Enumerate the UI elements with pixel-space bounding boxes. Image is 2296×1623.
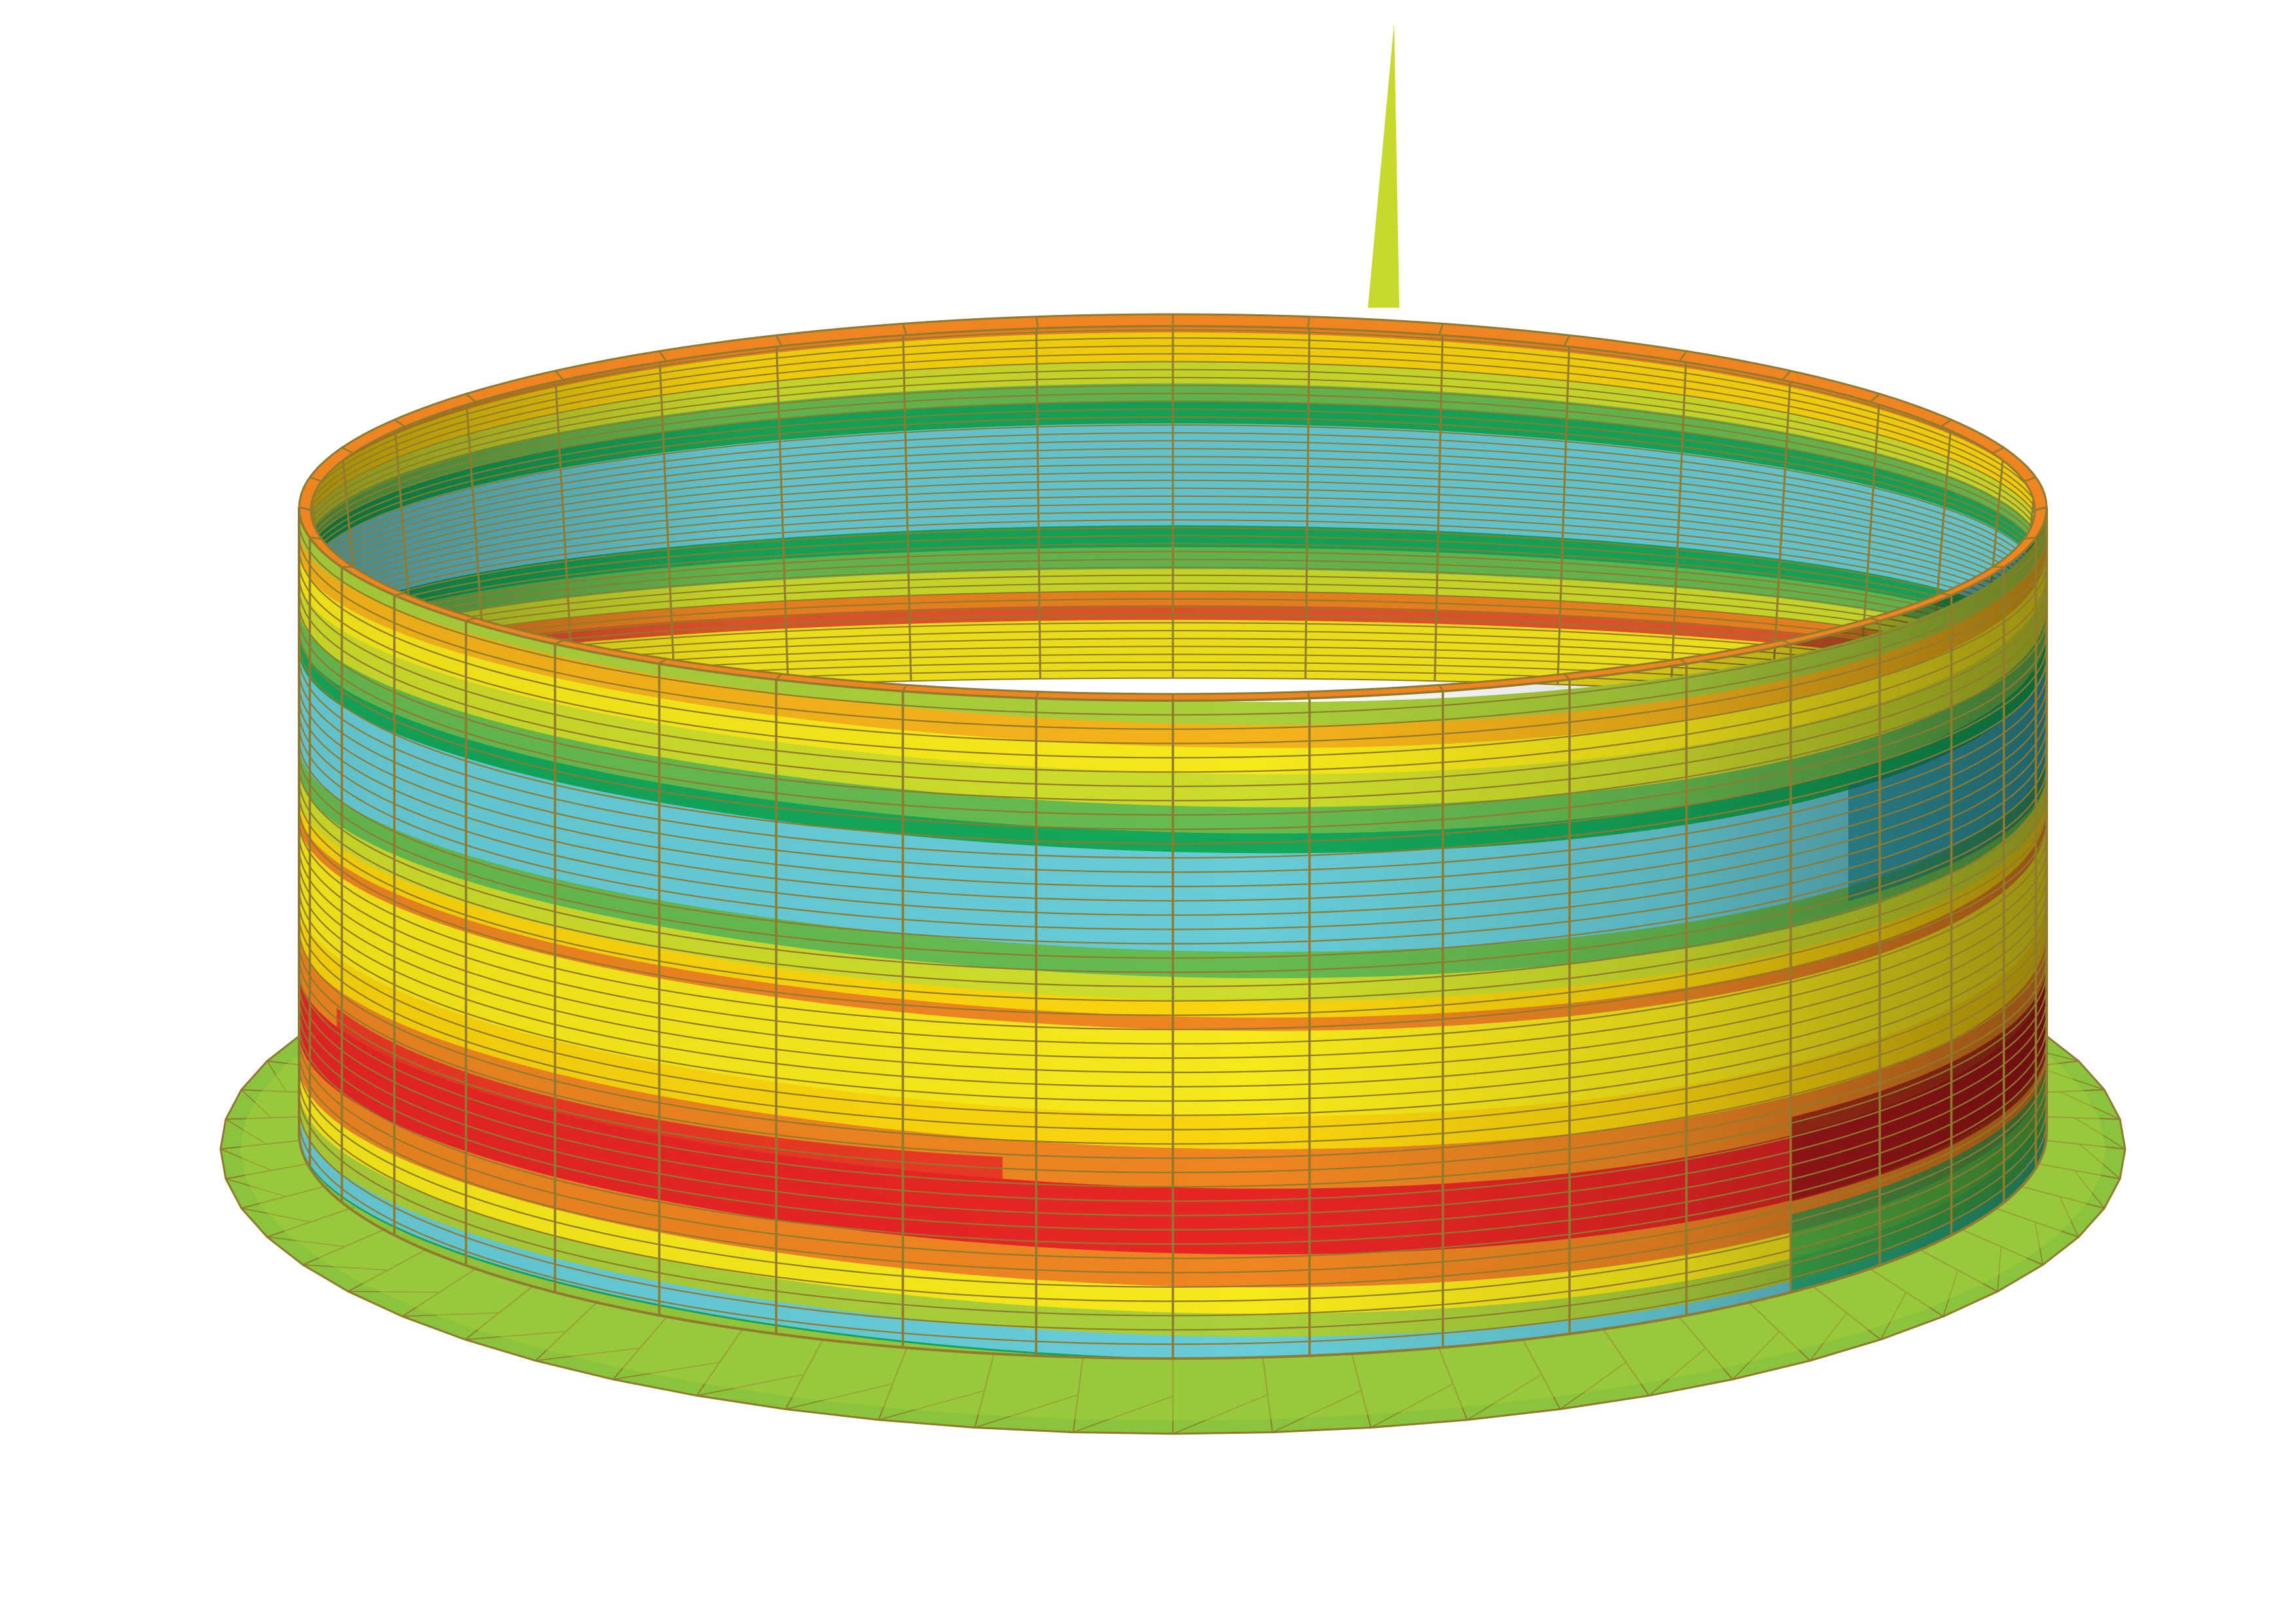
rim-mesh-tick xyxy=(1438,684,1444,692)
rim-mesh-tick xyxy=(1438,323,1444,336)
rim-mesh-tick xyxy=(310,536,322,540)
base-mesh-diagonal xyxy=(1467,1374,1542,1421)
base-mesh-radial xyxy=(2015,1184,2105,1209)
rim-mesh-tick xyxy=(658,658,667,665)
base-mesh-diagonal xyxy=(785,1383,893,1410)
rim-mesh-tick xyxy=(554,370,564,381)
spike-shape xyxy=(1368,23,1399,308)
base-mesh-diagonal xyxy=(613,1362,720,1380)
inner-mesh-vertical xyxy=(901,323,912,682)
rim-mesh-tick xyxy=(465,393,476,403)
base-mesh-diagonal xyxy=(302,1264,388,1271)
base-mesh-diagonal xyxy=(2074,1117,2126,1150)
rim-mesh-tick xyxy=(394,593,405,596)
base-mesh-radial xyxy=(535,1302,598,1361)
base-mesh-diagonal xyxy=(975,1394,1079,1429)
rim-mesh-tick xyxy=(465,617,476,622)
base-mesh-diagonal xyxy=(225,1178,287,1197)
inner-mesh-vertical xyxy=(1556,335,1571,685)
inner-mesh-vertical xyxy=(1433,323,1444,682)
base-mesh-diagonal xyxy=(1997,1247,2002,1292)
rim-mesh-tick xyxy=(1869,393,1880,403)
base-mesh-diagonal xyxy=(402,1312,499,1317)
rim-mesh-tick xyxy=(554,639,564,645)
rim-mesh-tick xyxy=(1782,639,1791,645)
base-mesh-diagonal xyxy=(465,1330,567,1340)
rim-mesh-tick xyxy=(1992,447,2005,454)
inner-mesh-vertical xyxy=(1304,316,1311,679)
rim-mesh-tick xyxy=(2034,506,2047,511)
base-mesh-diagonal xyxy=(241,1207,311,1223)
base-mesh-diagonal xyxy=(696,1374,804,1396)
base-mesh-diagonal xyxy=(1732,1331,1780,1380)
rim-mesh-tick xyxy=(775,335,783,347)
inner-mesh-vertical xyxy=(1670,351,1688,689)
rim-mesh-tick xyxy=(393,419,406,428)
base-mesh-diagonal xyxy=(266,1061,287,1092)
inner-mesh-vertical xyxy=(775,335,789,685)
rim-mesh-tick xyxy=(1035,691,1039,699)
base-mesh-diagonal xyxy=(1371,1383,1454,1429)
rim-mesh-tick xyxy=(1940,419,1952,428)
base-mesh-diagonal xyxy=(1880,1292,1907,1340)
tank-top-rim xyxy=(298,313,2048,702)
base-mesh-diagonal xyxy=(225,1118,267,1145)
tank-outer-wall xyxy=(298,507,2048,1360)
base-mesh-diagonal xyxy=(2059,1091,2121,1120)
base-mesh-diagonal xyxy=(2073,1170,2105,1209)
rim-mesh-tick xyxy=(776,673,782,680)
rim-mesh-tick xyxy=(310,476,322,483)
rim-mesh-tick xyxy=(2024,536,2036,540)
load-spike-marker xyxy=(1368,23,1399,308)
base-mesh-diagonal xyxy=(1073,1395,1174,1433)
base-mesh-diagonal xyxy=(1172,1394,1268,1434)
base-mesh-diagonal xyxy=(2079,1143,2121,1180)
rim-mesh-tick xyxy=(902,323,908,336)
rim-mesh-tick xyxy=(658,350,667,362)
rim-mesh-tick xyxy=(298,506,312,511)
rim-mesh-tick xyxy=(341,447,354,454)
inner-mesh-vertical xyxy=(658,351,676,689)
rim-mesh-tick xyxy=(902,684,908,692)
base-mesh-diagonal xyxy=(535,1347,641,1362)
base-mesh-diagonal xyxy=(878,1390,985,1421)
inner-mesh-vertical xyxy=(1035,316,1041,679)
rim-mesh-tick xyxy=(1306,691,1311,699)
rim-mesh-tick xyxy=(1941,593,1952,596)
base-mesh-diagonal xyxy=(1272,1390,1362,1433)
base-mesh-diagonal xyxy=(241,1089,272,1118)
base-mesh-diagonal xyxy=(2034,1222,2043,1266)
base-mesh-diagonal xyxy=(2059,1196,2079,1237)
rim-mesh-tick xyxy=(1564,673,1570,680)
rim-mesh-tick xyxy=(1306,316,1311,329)
rim-mesh-tick xyxy=(1782,370,1791,381)
base-mesh-radial xyxy=(1918,1248,1998,1292)
base-mesh-diagonal xyxy=(1649,1347,1706,1396)
rim-mesh-tick xyxy=(1870,617,1880,622)
base-mesh-diagonal xyxy=(267,1236,345,1247)
base-mesh-diagonal xyxy=(1809,1312,1847,1361)
rim-mesh-tick xyxy=(1563,335,1571,347)
rim-mesh-tick xyxy=(2024,476,2036,483)
rim-mesh-tick xyxy=(1679,350,1687,362)
rim-mesh-tick xyxy=(1679,658,1687,665)
rim-mesh-tick xyxy=(1035,316,1039,329)
base-mesh-diagonal xyxy=(1943,1269,1959,1317)
base-mesh-diagonal xyxy=(220,1148,272,1171)
base-mesh-diagonal xyxy=(1560,1362,1626,1410)
